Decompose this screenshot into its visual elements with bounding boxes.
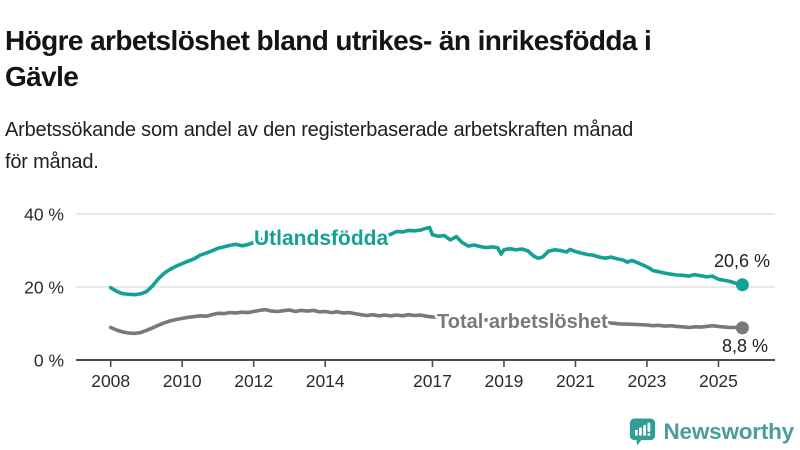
gridlines — [76, 213, 775, 288]
series-label: Utlandsfödda — [254, 227, 388, 250]
y-tick-label: 40 % — [24, 205, 64, 225]
x-axis-labels: 2008 2010 2012 2014 2017 2019 2021 2023 2025 — [91, 371, 738, 391]
y-tick-label: 0 % — [34, 351, 64, 371]
series-end-dot — [735, 321, 749, 335]
x-tick-label: 2010 — [163, 371, 202, 391]
end-value-label: 20,6 % — [714, 251, 770, 271]
newsworthy-logo[interactable]: Newsworthy — [629, 417, 794, 447]
subtitle-line-2: för månad. — [5, 151, 99, 173]
end-value-labels: 20,6 % 8,8 % — [714, 251, 770, 356]
x-axis — [76, 359, 775, 367]
x-tick-label: 2025 — [699, 371, 738, 391]
series-labels: Utlandsfödda Total arbetslöshet — [252, 225, 611, 336]
x-tick-label: 2021 — [556, 371, 595, 391]
newsworthy-wordmark: Newsworthy — [663, 419, 794, 444]
series-label: Total arbetslöshet — [437, 311, 608, 333]
series-end-dots — [735, 278, 749, 335]
x-tick-label: 2008 — [91, 371, 130, 391]
x-tick-label: 2019 — [484, 371, 523, 391]
x-tick-label: 2023 — [627, 371, 666, 391]
chart-subtitle: Arbetssökande som andel av den registerb… — [5, 114, 797, 178]
series-line-total-arbetsl-shet — [108, 307, 745, 336]
newsworthy-bar-chart-bubble-icon — [630, 418, 656, 446]
series-line-utlandsf-dda — [108, 225, 745, 297]
end-value-label: 8,8 % — [722, 336, 768, 356]
y-tick-label: 20 % — [24, 278, 64, 298]
title-line-1: Högre arbetslöshet bland utrikes- än inr… — [5, 24, 652, 56]
subtitle-line-1: Arbetssökande som andel av den registerb… — [5, 119, 634, 141]
page-title: Högre arbetslöshet bland utrikes- än inr… — [5, 23, 797, 95]
series-end-dot — [735, 278, 749, 292]
series-lines — [108, 225, 745, 336]
title-line-2: Gävle — [5, 60, 79, 92]
x-tick-label: 2012 — [234, 371, 273, 391]
x-tick-label: 2014 — [306, 371, 345, 391]
y-axis-labels: 0 % 20 % 40 % — [24, 205, 64, 371]
x-tick-label: 2017 — [413, 371, 452, 391]
